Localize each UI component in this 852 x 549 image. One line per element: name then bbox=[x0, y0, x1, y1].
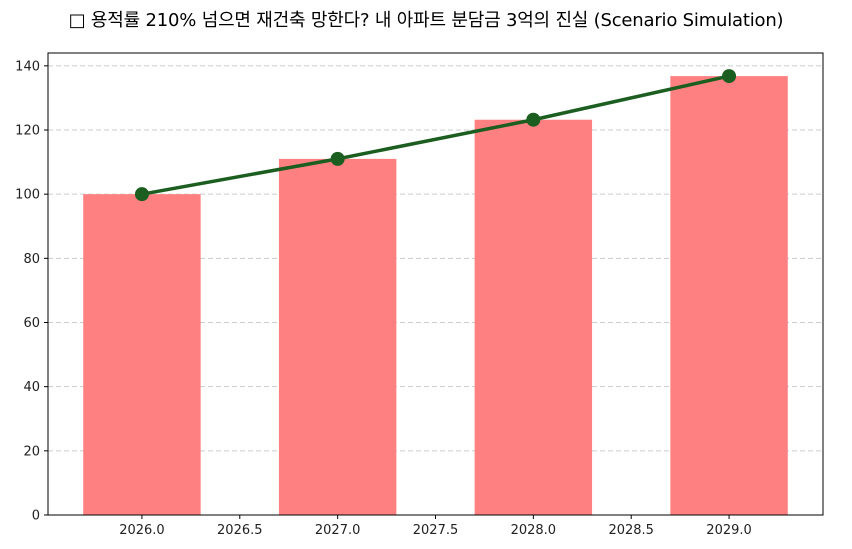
data-point-marker bbox=[134, 187, 149, 202]
y-tick-label: 60 bbox=[23, 316, 40, 331]
bar bbox=[670, 76, 788, 515]
y-tick-label: 140 bbox=[15, 59, 40, 74]
x-tick-label: 2027.5 bbox=[413, 523, 459, 538]
y-tick-label: 80 bbox=[23, 252, 40, 267]
y-tick-label: 120 bbox=[15, 124, 40, 139]
x-tick-label: 2026.5 bbox=[217, 523, 263, 538]
x-tick-label: 2029.0 bbox=[706, 523, 752, 538]
line-series bbox=[134, 69, 737, 202]
bar bbox=[474, 119, 593, 515]
data-point-marker bbox=[330, 151, 345, 166]
bar bbox=[278, 158, 397, 515]
bar-series bbox=[83, 76, 788, 515]
chart-title: □ 용적률 210% 넘으면 재건축 망한다? 내 아파트 분담금 3억의 진실… bbox=[68, 10, 784, 31]
x-tick-label: 2027.0 bbox=[315, 523, 361, 538]
y-tick-label: 20 bbox=[23, 444, 40, 459]
x-axis-ticks: 2026.0 2026.5 2027.0 2027.5 2028.0 2028.5 2029… bbox=[119, 515, 752, 538]
x-tick-label: 2028.5 bbox=[608, 523, 654, 538]
data-point-marker bbox=[526, 112, 541, 127]
y-tick-label: 100 bbox=[15, 188, 40, 203]
x-tick-label: 2028.0 bbox=[511, 523, 557, 538]
y-tick-label: 40 bbox=[23, 380, 40, 395]
trend-line bbox=[141, 74, 730, 196]
y-tick-label: 0 bbox=[32, 509, 40, 524]
x-tick-label: 2026.0 bbox=[119, 523, 165, 538]
bar bbox=[83, 194, 201, 515]
data-point-marker bbox=[722, 69, 737, 84]
y-axis-ticks: 0 20 40 60 80 100 120 140 bbox=[15, 59, 48, 524]
